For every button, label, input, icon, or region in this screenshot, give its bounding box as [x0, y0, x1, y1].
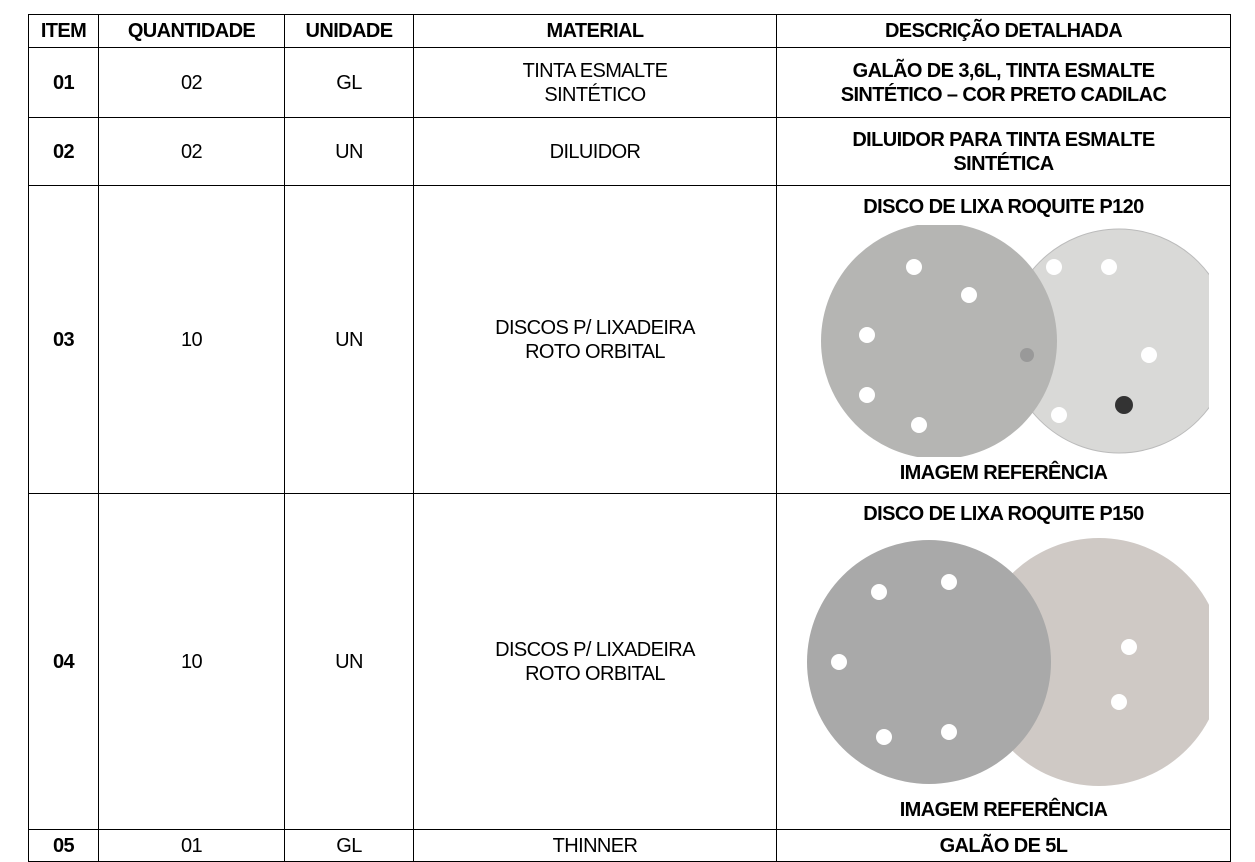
material-cell: DILUIDOR — [413, 117, 777, 186]
material-text: TINTA ESMALTE SINTÉTICO — [522, 59, 668, 106]
header-row: ITEM QUANTIDADE UNIDADE MATERIAL DESCRIÇ… — [28, 14, 1231, 48]
disc-holes — [858, 258, 1157, 433]
material-text: DISCOS P/ LIXADEIRA ROTO ORBITAL — [495, 638, 695, 685]
description-cell: DISCO DE LIXA ROQUITE P150 IMAGEM REFERÊ… — [776, 493, 1231, 830]
unit-cell: UN — [284, 493, 414, 830]
unit-cell: GL — [284, 47, 414, 118]
material-text: DISCOS P/ LIXADEIRA ROTO ORBITAL — [495, 316, 695, 363]
material-text: DILUIDOR — [549, 140, 641, 163]
material-text: THINNER — [552, 834, 638, 857]
header-cell: ITEM — [28, 14, 99, 48]
header-cell: MATERIAL — [413, 14, 777, 48]
image-caption: IMAGEM REFERÊNCIA — [899, 461, 1108, 484]
description-text: GALÃO DE 3,6L, TINTA ESMALTE SINTÉTICO –… — [840, 59, 1167, 106]
unit-cell: UN — [284, 117, 414, 186]
quantity-cell: 01 — [98, 829, 285, 862]
item-cell: 03 — [28, 185, 99, 494]
unit-cell: UN — [284, 185, 414, 494]
row: 01 02 GL TINTA ESMALTE SINTÉTICO GALÃO D… — [28, 47, 1231, 118]
disc — [806, 539, 1051, 784]
item-cell: 02 — [28, 117, 99, 186]
image-caption: IMAGEM REFERÊNCIA — [899, 798, 1108, 821]
quantity-cell: 02 — [98, 117, 285, 186]
item-cell: 05 — [28, 829, 99, 862]
material-cell: DISCOS P/ LIXADEIRA ROTO ORBITAL — [413, 493, 777, 830]
product-image — [820, 224, 1209, 457]
description-cell: GALÃO DE 3,6L, TINTA ESMALTE SINTÉTICO –… — [776, 47, 1231, 118]
disc-hole — [1019, 347, 1034, 362]
description-text: DISCO DE LIXA ROQUITE P150 — [863, 502, 1144, 525]
row: 03 10 UN DISCOS P/ LIXADEIRA ROTO ORBITA… — [28, 185, 1231, 494]
row: 04 10 UN DISCOS P/ LIXADEIRA ROTO ORBITA… — [28, 493, 1231, 830]
quantity-cell: 02 — [98, 47, 285, 118]
description-cell: DILUIDOR PARA TINTA ESMALTE SINTÉTICA — [776, 117, 1231, 186]
disc-holes — [830, 573, 1137, 745]
description-text: GALÃO DE 5L — [939, 834, 1068, 857]
description-text: DISCO DE LIXA ROQUITE P120 — [863, 195, 1144, 218]
row: 05 01 GL THINNER GALÃO DE 5L — [28, 829, 1231, 862]
disc-hole — [1114, 395, 1133, 414]
quantity-cell: 10 — [98, 185, 285, 494]
header-cell: QUANTIDADE — [98, 14, 285, 48]
quantity-cell: 10 — [98, 493, 285, 830]
row: 02 02 UN DILUIDOR DILUIDOR PARA TINTA ES… — [28, 117, 1231, 186]
description-cell: DISCO DE LIXA ROQUITE P120 IMAGEM REFERÊ… — [776, 185, 1231, 494]
description-text: DILUIDOR PARA TINTA ESMALTE SINTÉTICA — [852, 128, 1155, 175]
item-cell: 04 — [28, 493, 99, 830]
disc — [820, 224, 1057, 457]
item-cell: 01 — [28, 47, 99, 118]
materials-table: ITEM QUANTIDADE UNIDADE MATERIAL DESCRIÇ… — [28, 14, 1231, 862]
description-cell: GALÃO DE 5L — [776, 829, 1231, 862]
header-cell: UNIDADE — [284, 14, 414, 48]
material-cell: TINTA ESMALTE SINTÉTICO — [413, 47, 777, 118]
header-cell: DESCRIÇÃO DETALHADA — [776, 14, 1231, 48]
material-cell: THINNER — [413, 829, 777, 862]
material-cell: DISCOS P/ LIXADEIRA ROTO ORBITAL — [413, 185, 777, 494]
unit-cell: GL — [284, 829, 414, 862]
product-image — [806, 537, 1209, 786]
